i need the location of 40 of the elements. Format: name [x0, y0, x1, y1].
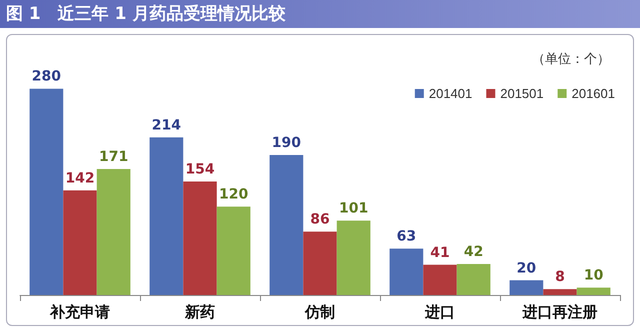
- bar: [270, 155, 304, 295]
- data-label: 41: [430, 244, 450, 261]
- data-label: 120: [218, 186, 248, 203]
- bar: [303, 232, 337, 295]
- data-label: 154: [185, 162, 215, 178]
- data-label: 8: [555, 269, 565, 286]
- bar: [150, 137, 184, 295]
- x-tick-label: 进口: [424, 304, 455, 321]
- bar: [216, 206, 250, 295]
- x-tick-label: 仿制: [304, 304, 335, 321]
- bar: [543, 289, 577, 295]
- bar: [96, 169, 130, 295]
- bar: [336, 220, 370, 295]
- data-label: 280: [32, 68, 62, 85]
- data-label: 63: [396, 228, 416, 245]
- data-label: 20: [516, 260, 536, 276]
- chart-title: 图 1 近三年 1 月药品受理情况比较: [0, 0, 640, 28]
- x-tick-label: 进口再注册: [522, 303, 598, 321]
- bar: [576, 288, 610, 295]
- bar: [423, 264, 457, 295]
- text: （单位：个）: [532, 51, 610, 66]
- data-label: 142: [65, 170, 95, 186]
- data-label: 86: [310, 212, 330, 228]
- legend-label: 201601: [572, 86, 616, 101]
- data-label: 10: [584, 268, 604, 284]
- legend-label: 201401: [428, 86, 472, 101]
- bar: [183, 182, 217, 295]
- legend-label: 201501: [500, 86, 544, 101]
- data-label: 214: [152, 117, 182, 134]
- bar: [456, 264, 490, 295]
- bar: [390, 248, 424, 295]
- bar: [63, 190, 97, 295]
- x-tick-label: 补充申请: [49, 303, 110, 321]
- data-label: 190: [272, 135, 302, 152]
- bar: [30, 88, 64, 295]
- data-label: 42: [464, 244, 484, 260]
- data-label: 171: [98, 149, 128, 166]
- x-tick-label: 新药: [184, 303, 215, 321]
- data-label: 101: [338, 200, 368, 217]
- bar: [510, 280, 544, 295]
